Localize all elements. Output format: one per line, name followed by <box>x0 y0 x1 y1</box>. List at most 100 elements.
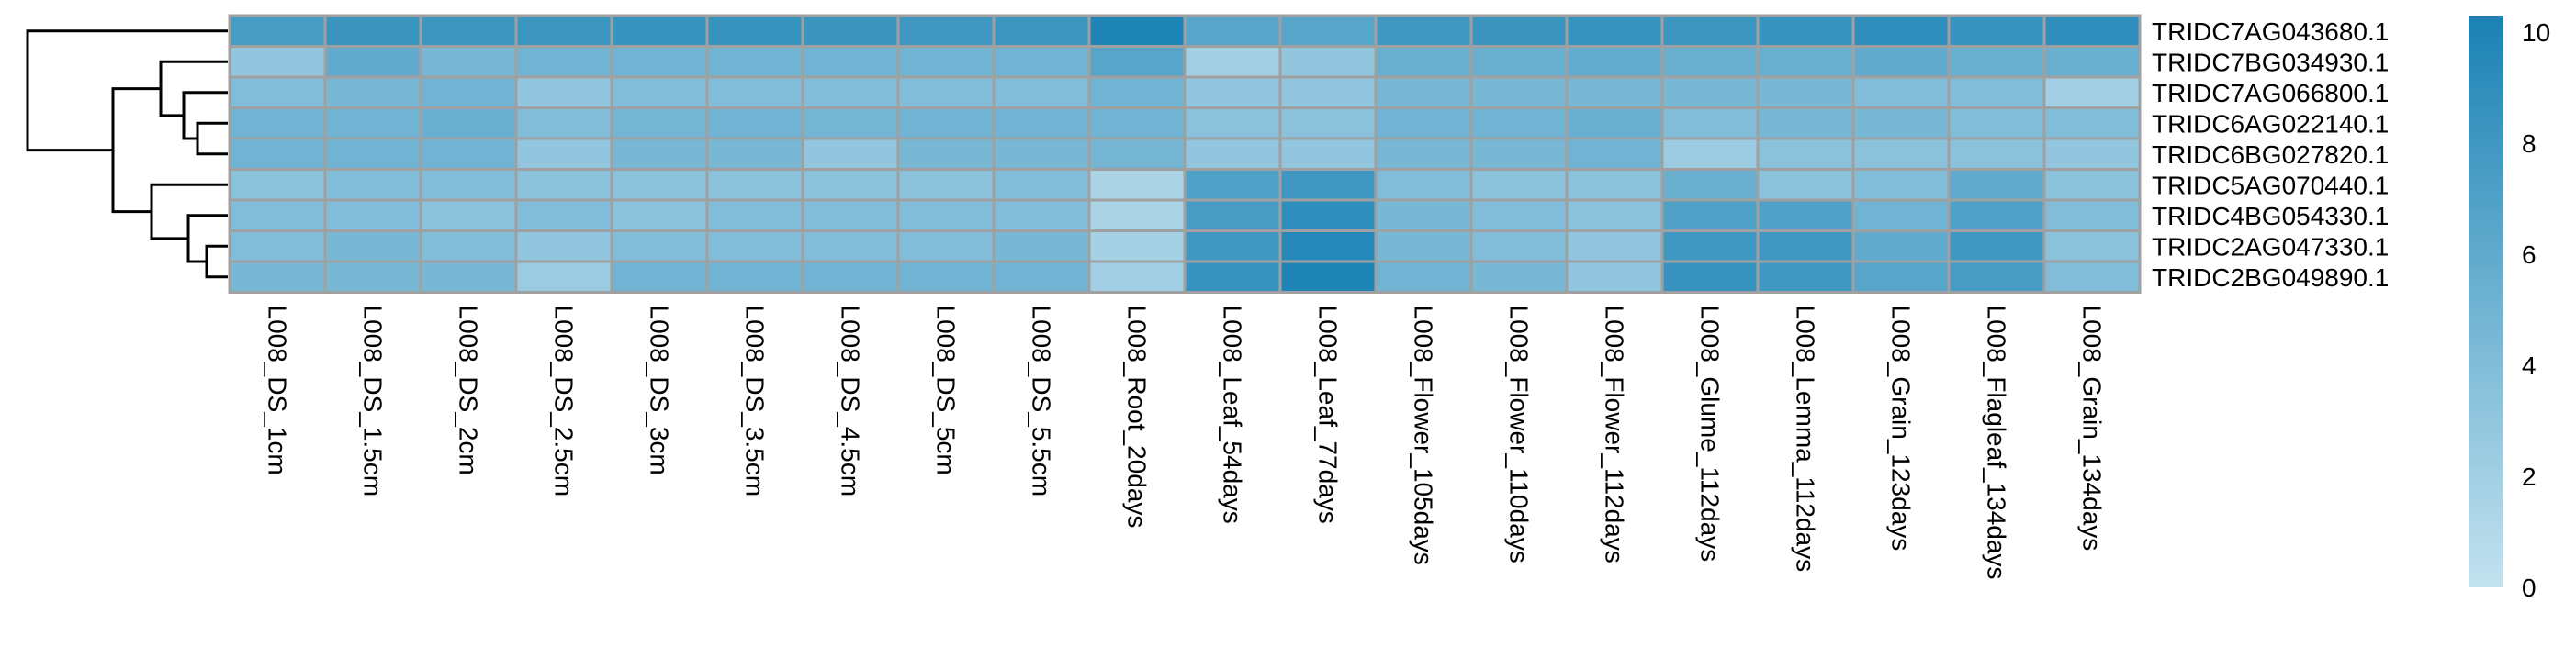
color-scale-bar <box>2469 16 2503 587</box>
heatmap-cell <box>323 260 422 294</box>
heatmap-cell <box>1660 260 1760 294</box>
heatmap-cell <box>1087 45 1187 79</box>
heatmap-cell <box>1469 137 1569 171</box>
heatmap-cell <box>1756 137 1855 171</box>
heatmap-cell <box>1087 168 1187 202</box>
heatmap-cell <box>1374 137 1473 171</box>
heatmap-cell <box>1565 14 1664 48</box>
heatmap-cell <box>419 168 518 202</box>
heatmap-cell <box>1278 137 1378 171</box>
heatmap-cell <box>610 260 709 294</box>
heatmap-cell <box>1469 168 1569 202</box>
heatmap-cell <box>1374 75 1473 109</box>
heatmap-cell <box>1947 75 2046 109</box>
heatmap-cell <box>1756 229 1855 263</box>
heatmap-cell <box>1565 198 1664 232</box>
heatmap-cell <box>1087 260 1187 294</box>
heatmap-cell <box>1851 229 1951 263</box>
color-scale-tick-label: 8 <box>2522 129 2537 158</box>
heatmap-cell <box>1087 106 1187 140</box>
heatmap-cell <box>896 168 996 202</box>
heatmap-cell <box>1660 14 1760 48</box>
column-label: L008_DS_1.5cm <box>359 306 388 497</box>
heatmap-cell <box>1851 137 1951 171</box>
heatmap-cell <box>1851 75 1951 109</box>
heatmap-cell <box>228 198 327 232</box>
heatmap-cell <box>992 168 1091 202</box>
heatmap-cell <box>1851 168 1951 202</box>
heatmap-cell <box>801 260 900 294</box>
heatmap-cell <box>419 260 518 294</box>
row-label: TRIDC7AG066800.1 <box>2152 79 2389 107</box>
heatmap-cell <box>514 45 613 79</box>
heatmap-cell <box>610 229 709 263</box>
heatmap-cell <box>1183 14 1282 48</box>
column-label: L008_DS_3.5cm <box>741 306 770 497</box>
heatmap-cell <box>1469 229 1569 263</box>
row-dendrogram <box>26 29 228 279</box>
heatmap-cell <box>1278 45 1378 79</box>
color-scale-tick-label: 4 <box>2522 351 2537 380</box>
column-label: L008_DS_3cm <box>646 306 674 475</box>
heatmap-cell <box>801 45 900 79</box>
heatmap-cell <box>896 137 996 171</box>
heatmap-cell <box>992 75 1091 109</box>
heatmap-cell <box>705 106 804 140</box>
heatmap-cell <box>323 106 422 140</box>
heatmap-cell <box>896 106 996 140</box>
heatmap-cell <box>1469 14 1569 48</box>
heatmap-cell <box>514 229 613 263</box>
heatmap-cell <box>323 168 422 202</box>
heatmap-cell <box>2042 75 2142 109</box>
heatmap-cell <box>1087 14 1187 48</box>
heatmap-cell <box>323 14 422 48</box>
column-label: L008_Lemma_112days <box>1792 306 1820 573</box>
heatmap-cell <box>610 106 709 140</box>
heatmap-cell <box>1756 14 1855 48</box>
heatmap-cell <box>801 137 900 171</box>
heatmap-cell <box>1374 260 1473 294</box>
heatmap-cell <box>1565 75 1664 109</box>
heatmap-cell <box>419 14 518 48</box>
heatmap-cell <box>992 260 1091 294</box>
heatmap-cell <box>1565 229 1664 263</box>
heatmap-cell <box>228 168 327 202</box>
heatmap-cell <box>228 137 327 171</box>
column-label: L008_Grain_134days <box>2078 306 2107 552</box>
heatmap-cell <box>1469 260 1569 294</box>
heatmap-cell <box>896 260 996 294</box>
heatmap-cell <box>1947 198 2046 232</box>
heatmap-cell <box>514 75 613 109</box>
row-label: TRIDC6BG027820.1 <box>2152 140 2389 169</box>
color-scale-tick-label: 2 <box>2522 463 2537 491</box>
heatmap-cell <box>514 106 613 140</box>
heatmap-cell <box>992 229 1091 263</box>
dendrogram-link <box>111 87 161 214</box>
heatmap-cell <box>1565 106 1664 140</box>
heatmap-cell <box>1278 168 1378 202</box>
heatmap-cell <box>1756 260 1855 294</box>
heatmap-cell <box>1660 137 1760 171</box>
row-label: TRIDC4BG054330.1 <box>2152 202 2389 230</box>
column-label: L008_Flower_105days <box>1410 306 1438 565</box>
color-scale-tick-label: 0 <box>2522 574 2537 602</box>
column-label: L008_Leaf_54days <box>1219 306 1247 524</box>
heatmap-cell <box>1374 106 1473 140</box>
dendrogram-link <box>196 121 228 156</box>
heatmap-cell <box>1374 229 1473 263</box>
column-label: L008_DS_5.5cm <box>1028 306 1056 497</box>
heatmap-cell <box>801 198 900 232</box>
heatmap-cell <box>1756 168 1855 202</box>
heatmap-cell <box>992 106 1091 140</box>
column-label: L008_Root_20days <box>1123 306 1152 529</box>
heatmap-cell <box>992 137 1091 171</box>
heatmap-cell <box>610 75 709 109</box>
heatmap-cell <box>1660 168 1760 202</box>
heatmap-cell <box>1183 75 1282 109</box>
heatmap-cell <box>610 45 709 79</box>
color-scale-tick-label: 10 <box>2522 18 2550 47</box>
heatmap-cell <box>514 168 613 202</box>
heatmap-cell <box>705 168 804 202</box>
heatmap-cell <box>610 137 709 171</box>
